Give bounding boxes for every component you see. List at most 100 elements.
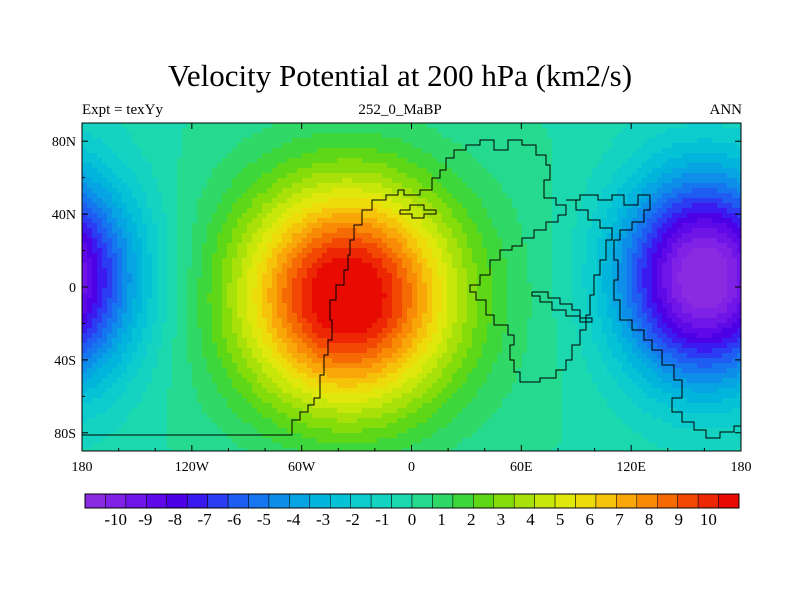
field-cell xyxy=(442,163,448,169)
field-cell xyxy=(382,178,388,184)
field-cell xyxy=(347,158,353,164)
field-cell xyxy=(197,248,203,254)
field-cell xyxy=(147,123,153,129)
field-cell xyxy=(737,188,741,194)
field-cell xyxy=(302,243,308,249)
field-cell xyxy=(132,183,138,189)
field-cell xyxy=(647,223,653,229)
field-cell xyxy=(317,293,323,299)
field-cell xyxy=(647,298,653,304)
field-cell xyxy=(517,293,523,299)
field-cell xyxy=(412,193,418,199)
field-cell xyxy=(582,233,588,239)
field-cell xyxy=(292,298,298,304)
field-cell xyxy=(132,213,138,219)
field-cell xyxy=(697,223,703,229)
field-cell xyxy=(412,253,418,259)
field-cell xyxy=(662,143,668,149)
field-cell xyxy=(467,253,473,259)
field-cell xyxy=(427,188,433,194)
field-cell xyxy=(417,168,423,174)
field-cell xyxy=(207,213,213,219)
field-cell xyxy=(622,258,628,264)
field-cell xyxy=(297,293,303,299)
field-cell xyxy=(487,143,493,149)
field-cell xyxy=(557,243,563,249)
field-cell xyxy=(712,183,718,189)
field-cell xyxy=(102,308,108,314)
field-cell xyxy=(202,128,208,134)
field-cell xyxy=(302,193,308,199)
field-cell xyxy=(532,178,538,184)
field-cell xyxy=(587,128,593,134)
field-cell xyxy=(472,158,478,164)
field-cell xyxy=(207,288,213,294)
field-cell xyxy=(217,308,223,314)
field-cell xyxy=(437,228,443,234)
field-cell xyxy=(402,203,408,209)
field-cell xyxy=(502,183,508,189)
field-cell xyxy=(327,188,333,194)
field-cell xyxy=(722,233,728,239)
field-cell xyxy=(647,218,653,224)
field-cell xyxy=(622,158,628,164)
field-cell xyxy=(592,258,598,264)
field-cell xyxy=(252,288,258,294)
field-cell xyxy=(497,258,503,264)
field-cell xyxy=(167,168,173,174)
field-cell xyxy=(657,153,663,159)
field-cell xyxy=(242,188,248,194)
field-cell xyxy=(217,218,223,224)
field-cell xyxy=(422,248,428,254)
field-cell xyxy=(122,163,128,169)
field-cell xyxy=(287,278,293,284)
field-cell xyxy=(327,143,333,149)
field-cell xyxy=(362,133,368,139)
field-cell xyxy=(147,148,153,154)
field-cell xyxy=(177,158,183,164)
field-cell xyxy=(727,138,733,144)
field-cell xyxy=(192,238,198,244)
field-cell xyxy=(217,283,223,289)
field-cell xyxy=(152,198,158,204)
field-cell xyxy=(142,208,148,214)
field-cell xyxy=(617,203,623,209)
field-cell xyxy=(517,213,523,219)
field-cell xyxy=(482,163,488,169)
field-cell xyxy=(372,163,378,169)
field-cell xyxy=(137,188,143,194)
field-cell xyxy=(277,228,283,234)
field-cell xyxy=(87,253,93,259)
field-cell xyxy=(617,173,623,179)
field-cell xyxy=(467,163,473,169)
field-cell xyxy=(207,238,213,244)
field-cell xyxy=(312,268,318,274)
field-cell xyxy=(557,153,563,159)
field-cell xyxy=(332,263,338,269)
field-cell xyxy=(627,283,633,289)
field-cell xyxy=(102,293,108,299)
field-cell xyxy=(352,243,358,249)
field-cell xyxy=(657,233,663,239)
field-cell xyxy=(107,178,113,184)
field-cell xyxy=(462,238,468,244)
field-cell xyxy=(447,228,453,234)
field-cell xyxy=(327,233,333,239)
field-cell xyxy=(382,303,388,309)
field-cell xyxy=(327,293,333,299)
field-cell xyxy=(692,223,698,229)
field-cell xyxy=(487,178,493,184)
field-cell xyxy=(112,253,118,259)
field-cell xyxy=(642,263,648,269)
field-cell xyxy=(567,153,573,159)
field-cell xyxy=(227,208,233,214)
field-cell xyxy=(442,268,448,274)
field-cell xyxy=(87,168,93,174)
field-cell xyxy=(202,283,208,289)
field-cell xyxy=(687,128,693,134)
field-cell xyxy=(607,163,613,169)
field-cell xyxy=(307,248,313,254)
field-cell xyxy=(632,238,638,244)
field-cell xyxy=(672,173,678,179)
field-cell xyxy=(562,148,568,154)
